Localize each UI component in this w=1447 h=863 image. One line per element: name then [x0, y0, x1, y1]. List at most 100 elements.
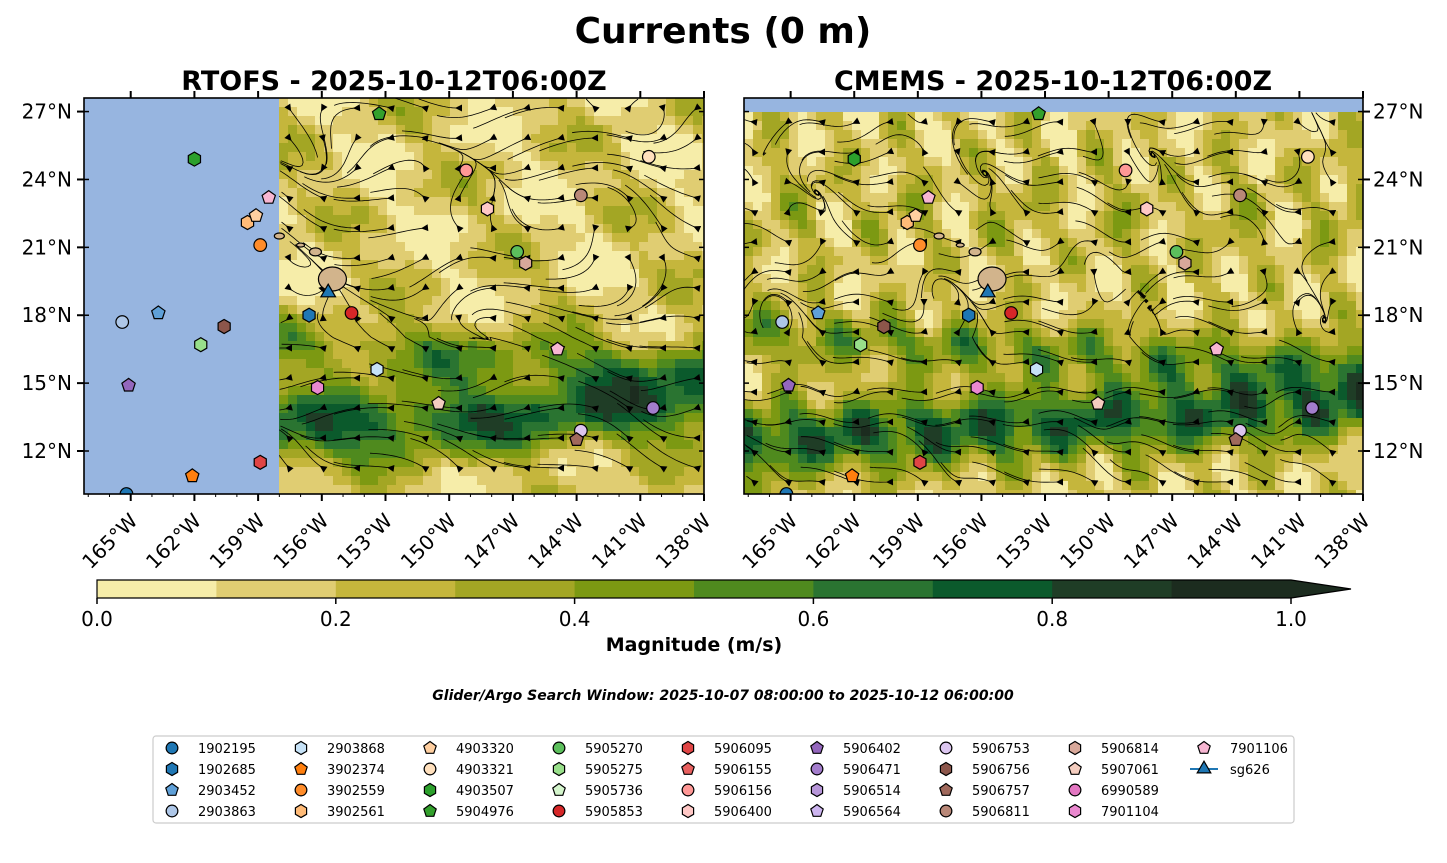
speed-cell — [1149, 436, 1159, 446]
speed-cell — [648, 161, 658, 171]
speed-cell — [486, 359, 496, 369]
speed-cell — [825, 220, 835, 230]
speed-cell — [684, 377, 694, 387]
speed-cell — [843, 184, 853, 194]
speed-cell — [969, 220, 979, 230]
speed-cell — [933, 310, 943, 320]
speed-cell — [513, 458, 523, 468]
speed-cell — [684, 368, 694, 378]
speed-cell — [1113, 391, 1123, 401]
speed-cell — [807, 427, 817, 437]
speed-cell — [648, 440, 658, 450]
speed-cell — [1077, 274, 1087, 284]
speed-cell — [1104, 175, 1114, 185]
speed-cell — [603, 431, 613, 441]
speed-cell — [1158, 355, 1168, 365]
speed-cell — [1167, 292, 1177, 302]
speed-cell — [549, 368, 559, 378]
speed-cell — [1113, 445, 1123, 455]
speed-cell — [1221, 166, 1231, 176]
speed-cell — [657, 476, 667, 486]
speed-cell — [1023, 364, 1033, 374]
speed-cell — [1041, 346, 1051, 356]
speed-cell — [306, 161, 316, 171]
speed-cell — [1149, 292, 1159, 302]
speed-cell — [693, 413, 703, 423]
speed-cell — [549, 269, 559, 279]
speed-cell — [594, 467, 604, 477]
speed-cell — [1248, 157, 1258, 167]
speed-cell — [1158, 382, 1168, 392]
speed-cell — [1212, 265, 1222, 275]
speed-cell — [405, 350, 415, 360]
speed-cell — [1239, 418, 1249, 428]
speed-cell — [396, 395, 406, 405]
speed-cell — [369, 98, 379, 108]
speed-cell — [906, 157, 916, 167]
speed-cell — [567, 422, 577, 432]
speed-cell — [360, 287, 370, 297]
streamline — [574, 449, 630, 469]
speed-cell — [666, 188, 676, 198]
speed-cell — [1194, 337, 1204, 347]
speed-cell — [1185, 364, 1195, 374]
speed-cell — [540, 323, 550, 333]
speed-cell — [522, 485, 532, 494]
speed-cell — [1041, 292, 1051, 302]
speed-cell — [816, 202, 826, 212]
speed-cell — [1212, 328, 1222, 338]
speed-cell — [666, 206, 676, 216]
streamline — [614, 287, 664, 317]
speed-cell — [486, 143, 496, 153]
speed-cell — [1005, 355, 1015, 365]
speed-cell — [594, 341, 604, 351]
speed-cell — [621, 251, 631, 261]
speed-cell — [807, 364, 817, 374]
speed-cell — [1221, 319, 1231, 329]
streamline — [613, 169, 664, 199]
speed-cell — [1185, 121, 1195, 131]
speed-cell — [1005, 364, 1015, 374]
speed-cell — [1212, 283, 1222, 293]
speed-cell — [987, 382, 997, 392]
speed-cell — [1230, 175, 1240, 185]
speed-cell — [1149, 454, 1159, 464]
speed-cell — [1194, 256, 1204, 266]
speed-cell — [666, 125, 676, 135]
speed-cell — [414, 386, 424, 396]
speed-cell — [495, 107, 505, 117]
speed-cell — [567, 107, 577, 117]
speed-cell — [1257, 247, 1267, 257]
speed-cell — [1176, 418, 1186, 428]
speed-cell — [825, 418, 835, 428]
speed-cell — [432, 386, 442, 396]
speed-cell — [1095, 274, 1105, 284]
speed-cell — [513, 341, 523, 351]
streamline — [504, 407, 562, 420]
speed-cell — [405, 440, 415, 450]
speed-cell — [762, 328, 772, 338]
speed-cell — [351, 116, 361, 126]
speed-cell — [657, 485, 667, 494]
speed-cell — [675, 323, 685, 333]
speed-cell — [360, 476, 370, 486]
speed-cell — [1203, 373, 1213, 383]
speed-cell — [942, 175, 952, 185]
speed-cell — [1032, 445, 1042, 455]
speed-cell — [522, 188, 532, 198]
speed-cell — [870, 112, 880, 122]
speed-cell — [702, 233, 704, 243]
speed-cell — [297, 224, 307, 234]
speed-cell — [531, 323, 541, 333]
speed-cell — [942, 274, 952, 284]
speed-cell — [360, 233, 370, 243]
speed-cell — [852, 130, 862, 140]
speed-cell — [378, 314, 388, 324]
speed-cell — [1005, 274, 1015, 284]
speed-cell — [933, 247, 943, 257]
streamline — [506, 185, 562, 201]
speed-cell — [1086, 121, 1096, 131]
speed-cell — [387, 116, 397, 126]
speed-cell — [771, 391, 781, 401]
speed-cell — [1203, 418, 1213, 428]
